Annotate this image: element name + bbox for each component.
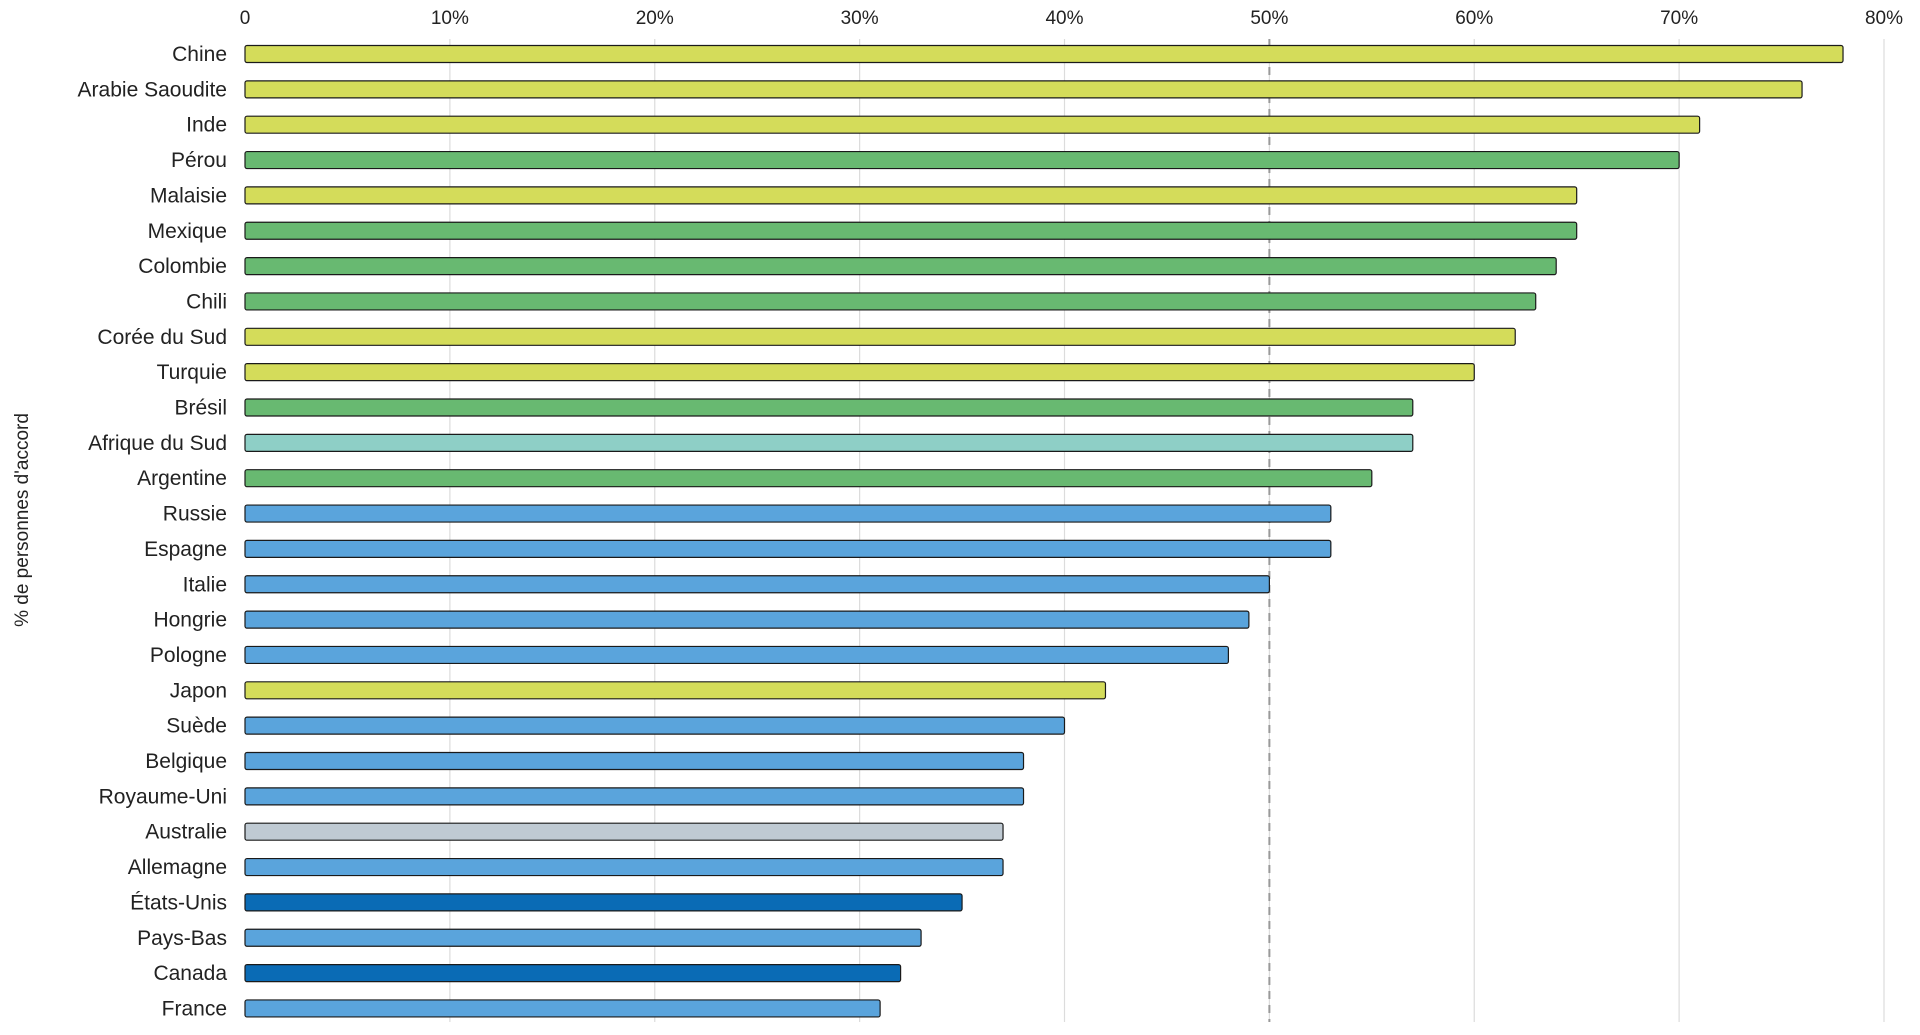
x-tick-label: 20% bbox=[636, 8, 674, 29]
bar-Hongrie bbox=[244, 610, 1250, 629]
category-label: Chili bbox=[186, 290, 227, 313]
category-label: Arabie Saoudite bbox=[78, 78, 227, 101]
bar-Colombie bbox=[244, 257, 1557, 276]
bar-Australie bbox=[244, 822, 1004, 841]
category-label: Colombie bbox=[138, 255, 227, 278]
bar-Canada bbox=[244, 963, 902, 983]
bar-Argentine bbox=[244, 469, 1373, 488]
x-tick-label: 70% bbox=[1660, 8, 1698, 29]
bar-Italie bbox=[244, 575, 1270, 594]
category-label: Pérou bbox=[171, 149, 227, 172]
category-label: Mexique bbox=[148, 220, 227, 243]
category-label: Pays-Bas bbox=[137, 927, 227, 950]
category-label: Malaisie bbox=[150, 184, 227, 207]
category-label: Turquie bbox=[157, 361, 227, 384]
category-label: Espagne bbox=[144, 538, 227, 561]
bar-Afrique du Sud bbox=[244, 433, 1414, 452]
bar-Arabie Saoudite bbox=[244, 80, 1803, 99]
x-tick-label: 80% bbox=[1865, 8, 1903, 29]
bar-Belgique bbox=[244, 751, 1025, 771]
y-axis-title: % de personnes d'accord bbox=[12, 413, 33, 627]
category-label: Australie bbox=[145, 821, 227, 844]
bar-Brésil bbox=[244, 398, 1414, 417]
x-axis-ticks: 0 10% 20% 30% 40% 50% 60% 70% 80% bbox=[240, 8, 1903, 29]
bar-Pays-Bas bbox=[244, 928, 922, 947]
bar-Pologne bbox=[244, 645, 1230, 665]
bar-Suède bbox=[244, 716, 1066, 735]
bar-Malaisie bbox=[244, 186, 1578, 205]
bar-Mexique bbox=[244, 221, 1578, 240]
bar-Japon bbox=[244, 681, 1107, 700]
category-labels: Chine Arabie Saoudite Inde Pérou Malaisie Mex… bbox=[78, 43, 228, 1020]
category-label: Corée du Sud bbox=[97, 326, 227, 349]
bar-Chine bbox=[244, 44, 1844, 64]
category-label: Suède bbox=[166, 715, 227, 738]
category-label: Italie bbox=[183, 573, 227, 596]
category-label: Brésil bbox=[174, 397, 227, 420]
category-label: Afrique du Sud bbox=[88, 432, 227, 455]
category-label: France bbox=[162, 997, 227, 1020]
x-tick-label: 50% bbox=[1250, 8, 1288, 29]
x-tick-label: 30% bbox=[841, 8, 879, 29]
category-label: Argentine bbox=[137, 467, 227, 490]
x-tick-label: 60% bbox=[1455, 8, 1493, 29]
category-label: Pologne bbox=[150, 644, 227, 667]
category-label: Inde bbox=[186, 114, 227, 137]
bar-Corée du Sud bbox=[244, 327, 1516, 346]
bar-Chili bbox=[244, 292, 1537, 311]
category-label: Allemagne bbox=[128, 856, 227, 879]
x-tick-label: 0 bbox=[240, 8, 251, 29]
bar-Pérou bbox=[244, 150, 1680, 170]
category-label: Japon bbox=[170, 679, 227, 702]
x-tick-label: 10% bbox=[431, 8, 469, 29]
category-label: Canada bbox=[153, 962, 227, 985]
category-label: États-Unis bbox=[130, 891, 227, 914]
category-label: Russie bbox=[163, 503, 227, 526]
bar-Royaume-Uni bbox=[244, 787, 1025, 806]
bar-France bbox=[244, 999, 881, 1018]
bar-Allemagne bbox=[244, 857, 1004, 877]
category-label: Hongrie bbox=[153, 609, 227, 632]
category-label: Belgique bbox=[145, 750, 227, 773]
bars bbox=[244, 44, 1844, 1018]
bar-Russie bbox=[244, 504, 1332, 523]
bar-Espagne bbox=[244, 539, 1332, 559]
x-tick-label: 40% bbox=[1045, 8, 1083, 29]
bar-Turquie bbox=[244, 363, 1475, 382]
category-label: Chine bbox=[172, 43, 227, 66]
bar-États-Unis bbox=[244, 893, 963, 912]
bar-Inde bbox=[244, 115, 1701, 134]
category-label: Royaume-Uni bbox=[99, 785, 227, 808]
